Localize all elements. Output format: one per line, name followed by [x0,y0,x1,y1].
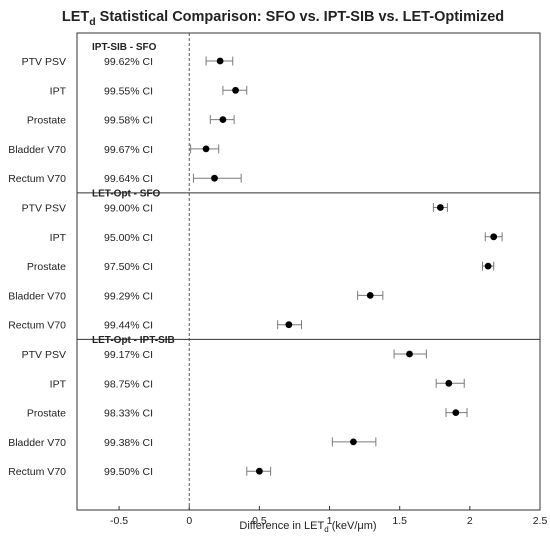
ci-label: 99.50% CI [104,466,153,478]
x-tick-label: 1 [327,515,333,527]
row-label: Bladder V70 [8,144,66,156]
data-point [452,409,460,416]
row-label: Prostate [27,408,66,420]
row-label: IPT [50,85,67,97]
chart-title-subscript: d [89,16,95,28]
data-point [219,116,227,123]
x-axis-ticks: -0.5 0 0.5 1 1.5 2 2.5 [110,506,547,527]
data-point [232,86,239,94]
row-label: PTV PSV [22,56,66,68]
x-axis-label: Difference in LETd (keV/μm) [239,520,376,534]
x-tick-label: 0 [186,515,192,527]
x-axis-label-main: Difference in LET [239,520,324,532]
row-label: Rectum V70 [8,466,66,478]
row-label: Prostate [27,261,66,273]
chart-marks: IPT-SIB - SFO PTV PSV 99.62% CI IPT 99.55% C… [8,33,540,510]
x-tick-label: 1.5 [392,515,407,527]
ci-label: 99.55% CI [104,85,153,97]
row-label: IPT [50,378,67,390]
ci-label: 98.33% CI [104,408,153,420]
ci-label: 99.58% CI [104,115,153,127]
row-label: IPT [50,232,67,244]
row-label: Rectum V70 [8,320,66,332]
data-point [349,438,357,446]
row-label: PTV PSV [22,203,66,215]
data-point [211,174,218,182]
x-tick-label: 0.5 [252,515,267,527]
data-point [490,233,498,241]
group-label: LET-Opt - IPT-SIB [92,335,175,346]
ci-label: 97.50% CI [104,261,153,273]
data-point [285,321,293,329]
data-point [436,204,444,211]
data-point [216,57,224,65]
plot-frame [76,32,541,511]
ci-label: 99.44% CI [104,320,153,332]
ci-label: 99.62% CI [104,56,153,68]
data-point [366,292,374,299]
ci-label: 99.29% CI [104,290,153,302]
x-axis-label-subscript: d [324,525,328,534]
data-point [255,467,263,475]
row-label: Prostate [27,115,66,127]
ci-label: 99.64% CI [104,173,153,185]
ci-label: 99.38% CI [104,437,153,449]
ci-label: 99.67% CI [104,144,153,156]
row-label: Bladder V70 [8,437,66,449]
x-tick-label: -0.5 [110,515,128,527]
x-tick-label: 2.5 [533,515,548,527]
ci-label: 98.75% CI [104,378,153,390]
chart-title-main: LET [62,9,90,25]
ci-label: 99.17% CI [104,349,153,361]
data-point [406,350,413,358]
x-axis-label-unit: (keV/μm) [329,520,377,532]
ci-label: 99.00% CI [104,203,153,215]
group-label: IPT-SIB - SFO [92,42,157,53]
data-point [445,379,453,387]
ci-label: 95.00% CI [104,232,153,244]
group-label: LET-Opt - SFO [92,189,161,200]
row-label: Rectum V70 [8,173,66,185]
chart-title: LETd Statistical Comparison: SFO vs. IPT… [62,9,504,28]
x-tick-label: 2 [467,515,473,527]
chart-title-rest: Statistical Comparison: SFO vs. IPT-SIB … [96,9,505,25]
data-point [202,145,210,153]
row-label: Bladder V70 [8,290,66,302]
row-label: PTV PSV [22,349,66,361]
data-point [484,262,492,270]
